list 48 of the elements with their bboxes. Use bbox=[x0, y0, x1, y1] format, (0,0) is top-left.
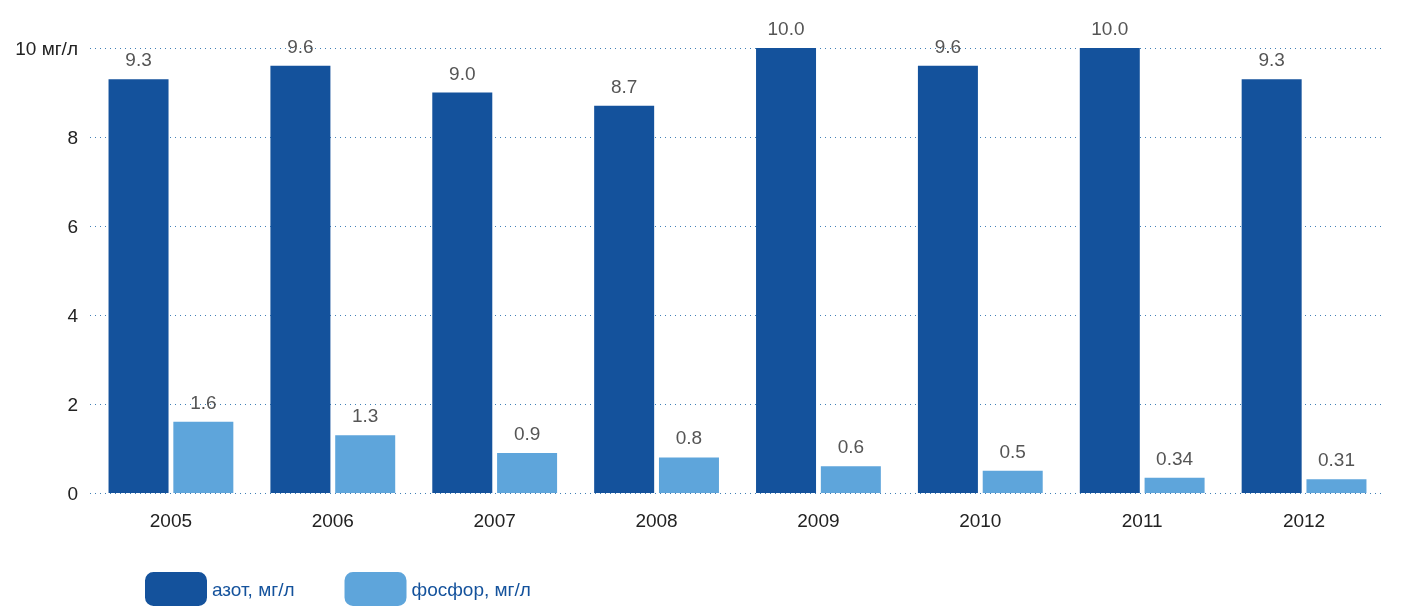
data-label: 8.7 bbox=[610, 75, 638, 97]
x-tick-label: 2008 bbox=[635, 510, 678, 531]
data-label: 0.31 bbox=[1317, 449, 1355, 471]
bar bbox=[432, 92, 493, 493]
bar bbox=[1241, 79, 1302, 493]
data-label: 0.8 bbox=[675, 427, 703, 449]
bar bbox=[1306, 479, 1367, 493]
bar bbox=[917, 65, 978, 493]
data-label: 9.0 bbox=[449, 62, 476, 84]
data-label: 10.0 bbox=[767, 18, 805, 39]
bar bbox=[270, 65, 331, 493]
bar bbox=[820, 466, 881, 493]
legend-label: фосфор, мг/л bbox=[411, 578, 531, 600]
data-label: 9.6 bbox=[287, 35, 314, 57]
bar bbox=[335, 435, 396, 493]
data-label: 0.5 bbox=[999, 440, 1026, 462]
data-label: 9.3 bbox=[1258, 49, 1285, 71]
data-label: 0.34 bbox=[1156, 447, 1194, 469]
y-tick-label: 10 мг/л bbox=[15, 37, 78, 59]
bar bbox=[108, 79, 169, 493]
data-label: 1.6 bbox=[190, 391, 217, 413]
data-label: 9.3 bbox=[125, 49, 152, 71]
y-tick-label: 6 bbox=[67, 215, 78, 237]
data-label: 0.6 bbox=[837, 436, 865, 458]
x-tick-label: 2007 bbox=[473, 510, 516, 531]
bar bbox=[756, 48, 817, 493]
bar bbox=[594, 105, 655, 493]
bar bbox=[1079, 48, 1140, 493]
y-tick-label: 2 bbox=[67, 393, 78, 415]
x-tick-label: 2011 bbox=[1121, 510, 1163, 531]
data-label: 0.9 bbox=[513, 422, 541, 444]
x-tick-label: 2005 bbox=[149, 510, 193, 531]
data-label: 1.3 bbox=[352, 405, 379, 427]
y-tick-label: 0 bbox=[67, 482, 78, 504]
x-tick-label: 2009 bbox=[797, 510, 840, 531]
y-tick-label: 4 bbox=[67, 304, 79, 326]
x-tick-label: 2012 bbox=[1282, 510, 1326, 531]
data-label: 10.0 bbox=[1091, 18, 1129, 39]
x-tick-label: 2010 bbox=[959, 510, 1002, 531]
x-tick-label: 2006 bbox=[311, 510, 354, 531]
y-tick-label: 8 bbox=[67, 126, 78, 148]
bar bbox=[658, 457, 719, 493]
data-label: 9.6 bbox=[934, 35, 962, 57]
bar bbox=[173, 421, 234, 493]
legend-label: азот, мг/л bbox=[212, 578, 295, 600]
bar bbox=[982, 470, 1043, 493]
bar bbox=[497, 452, 558, 493]
bar bbox=[1144, 477, 1205, 493]
